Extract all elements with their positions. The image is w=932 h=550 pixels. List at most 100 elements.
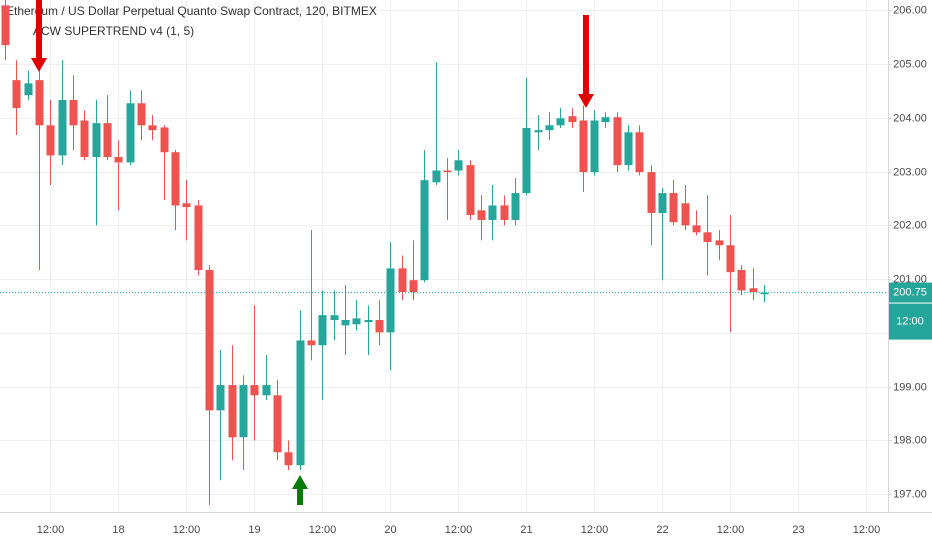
candle-body <box>624 132 633 166</box>
x-tick-label: 12:00 <box>37 524 65 536</box>
candle-body <box>715 240 724 246</box>
candle-body <box>250 385 259 396</box>
candle-body <box>556 118 565 126</box>
last-price-label: 200.75 <box>893 286 927 298</box>
x-tick-label: 12:00 <box>309 524 337 536</box>
x-tick-label: 12:00 <box>581 524 609 536</box>
x-tick-label: 18 <box>112 524 124 536</box>
candle-body <box>511 193 520 220</box>
y-tick-label: 204.00 <box>893 112 927 124</box>
x-tick-label: 22 <box>656 524 668 536</box>
candle-body <box>262 385 271 396</box>
candle-body <box>24 83 33 96</box>
candle-body <box>1 5 10 46</box>
candles <box>1 0 769 506</box>
candle-body <box>635 132 644 173</box>
countdown-label: 12:00 <box>896 315 924 327</box>
candle-body <box>69 100 78 126</box>
candle-body <box>330 315 339 320</box>
countdown-box <box>889 303 932 340</box>
candle-body <box>613 117 622 166</box>
candle-body <box>737 269 746 291</box>
candle-body <box>749 288 758 293</box>
candle-body <box>692 225 701 233</box>
buy-arrow <box>292 475 308 505</box>
candle-body <box>46 125 55 156</box>
last-price-box <box>889 282 932 303</box>
candle-body <box>307 340 316 346</box>
candle-body <box>205 269 214 411</box>
candle-body <box>545 125 554 131</box>
candle-body <box>590 120 599 173</box>
candle-body <box>375 320 384 333</box>
candle-body <box>669 193 678 223</box>
x-tick-label: 19 <box>248 524 260 536</box>
candle-body <box>420 180 429 281</box>
candle-body <box>386 268 395 333</box>
x-tick-label: 12:00 <box>717 524 745 536</box>
y-tick-label: 203.00 <box>893 166 927 178</box>
candle-body <box>398 268 407 293</box>
candle-body <box>35 80 44 126</box>
y-tick-label: 206.00 <box>893 4 927 16</box>
y-tick-label: 202.00 <box>893 219 927 231</box>
candle-body <box>432 170 441 183</box>
candle-body <box>92 123 101 158</box>
x-tick-label: 12:00 <box>173 524 201 536</box>
indicator-label: ACW SUPERTREND v4 (1, 5) <box>33 24 194 38</box>
y-tick-label: 201.00 <box>893 273 927 285</box>
candle-body <box>318 315 327 346</box>
candle-body <box>114 157 123 163</box>
candle-body <box>182 203 191 208</box>
candle-body <box>296 340 305 466</box>
candle-body <box>194 205 203 270</box>
axes: 197.00198.00199.00200.00201.00202.00203.… <box>0 0 932 536</box>
candle-body <box>466 165 475 216</box>
candle-body <box>579 120 588 173</box>
x-tick-label: 20 <box>384 524 396 536</box>
candle-body <box>522 128 531 194</box>
candle-body <box>80 120 89 158</box>
candle-body <box>703 232 712 243</box>
candle-body <box>601 117 610 123</box>
candle-body <box>228 385 237 438</box>
candle-body <box>409 280 418 293</box>
candle-body <box>658 193 667 213</box>
candle-body <box>58 100 67 156</box>
candle-body <box>352 318 361 325</box>
candle-body <box>160 127 169 153</box>
grid <box>0 0 888 512</box>
sell-arrow <box>31 0 47 72</box>
chart-title: Ethereum / US Dollar Perpetual Quanto Sw… <box>6 4 377 18</box>
y-tick-label: 205.00 <box>893 58 927 70</box>
candle-body <box>534 130 543 133</box>
candle-body <box>341 320 350 326</box>
candle-body <box>488 205 497 220</box>
candle-body <box>103 123 112 158</box>
x-tick-label: 21 <box>520 524 532 536</box>
candle-body <box>239 385 248 438</box>
x-tick-label: 23 <box>792 524 804 536</box>
candle-body <box>126 103 135 163</box>
candle-body <box>681 203 690 226</box>
candle-body <box>477 210 486 220</box>
candle-body <box>726 245 735 273</box>
y-tick-label: 199.00 <box>893 381 927 393</box>
candle-body <box>171 152 180 206</box>
candle-body <box>137 103 146 126</box>
sell-arrow <box>578 15 594 108</box>
candle-body <box>454 160 463 171</box>
candle-body <box>364 320 373 323</box>
y-tick-label: 198.00 <box>893 434 927 446</box>
candle-body <box>760 292 769 295</box>
signal-arrows <box>31 0 594 505</box>
candle-body <box>12 80 21 109</box>
candle-body <box>647 172 656 213</box>
candle-body <box>216 385 225 411</box>
candle-body <box>500 205 509 220</box>
x-tick-label: 12:00 <box>445 524 473 536</box>
y-tick-label: 197.00 <box>893 488 927 500</box>
candle-body <box>284 452 293 466</box>
